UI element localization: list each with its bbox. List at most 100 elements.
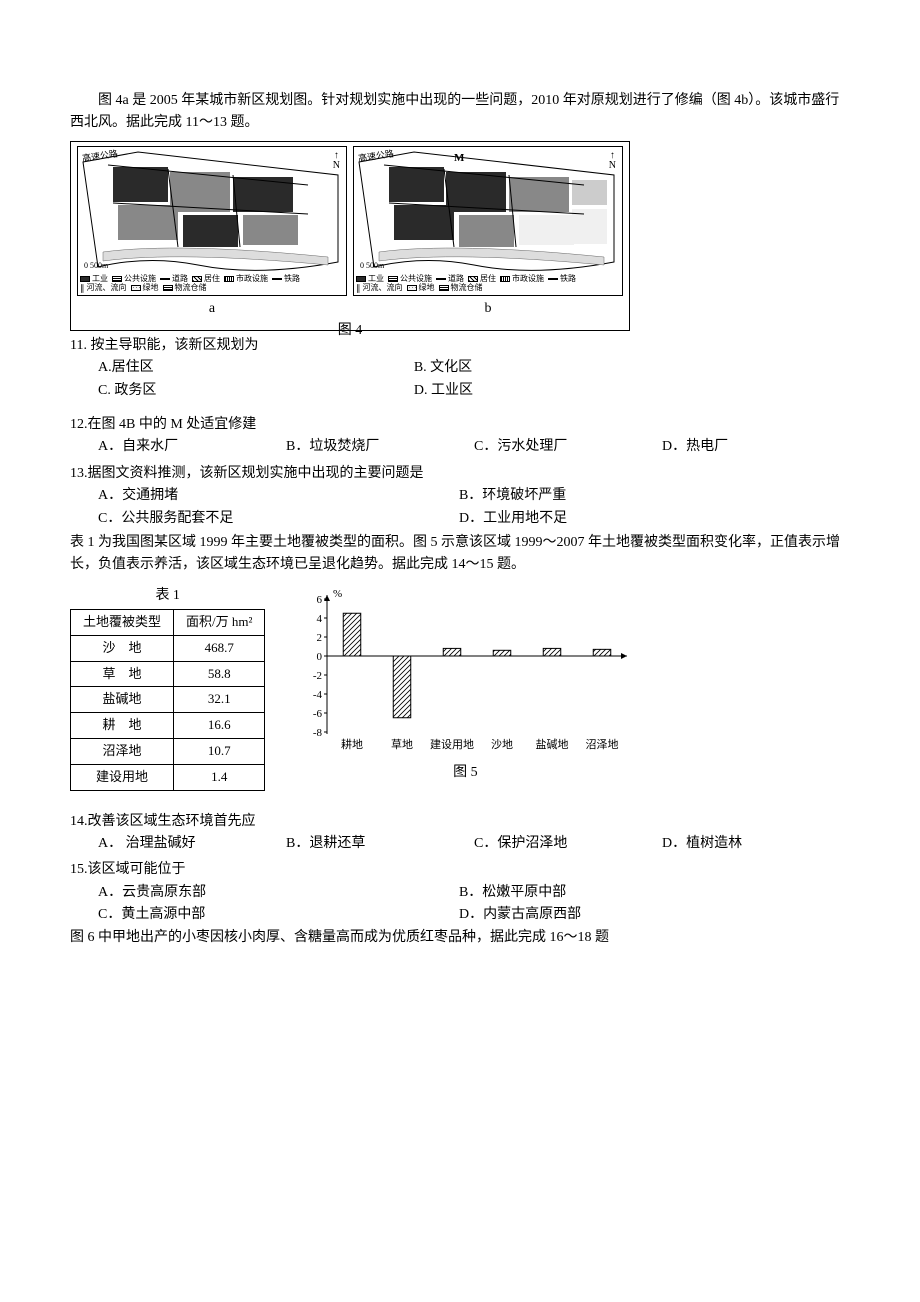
- table-row-area: 16.6: [174, 713, 265, 739]
- table-1-grid: 土地覆被类型 面积/万 hm² 沙 地468.7草 地58.8盐碱地32.1耕 …: [70, 609, 265, 791]
- lg-river-b: 河流、流向: [363, 284, 403, 292]
- svg-text:M: M: [454, 152, 465, 164]
- table-row-type: 沼泽地: [71, 739, 174, 765]
- svg-text:%: %: [333, 588, 342, 600]
- north-label-b: N: [609, 160, 616, 171]
- svg-text:草地: 草地: [391, 738, 413, 751]
- q13-A: A．交通拥堵: [98, 485, 459, 507]
- q14-B: B．退耕还草: [286, 833, 474, 855]
- figure-4-map-a: ↑N 0 500m 高速公路 工业 公共设施 道路 居住 市政设施 铁路 ∥河流…: [77, 146, 347, 296]
- table-row-type: 沙 地: [71, 635, 174, 661]
- lg-res: 居住: [204, 275, 220, 283]
- svg-text:沼泽地: 沼泽地: [586, 737, 619, 751]
- q15-D: D．内蒙古高原西部: [459, 904, 820, 926]
- figure-5: % -8 -6 -4 -2 0 2 4 6 耕地 草地 建设用地 沙地 盐碱地 沼泽地 图 5: [295, 585, 635, 784]
- lg-muni-b: 市政设施: [512, 275, 544, 283]
- lg-log-b: 物流仓储: [451, 284, 483, 292]
- lg-rail: 铁路: [284, 275, 300, 283]
- q12-opts: A．自来水厂 B．垃圾焚烧厂 C．污水处理厂 D．热电厂: [98, 436, 850, 458]
- lg-industry: 工业: [92, 275, 108, 283]
- q11-D: D. 工业区: [414, 380, 730, 402]
- lg-res-b: 居住: [480, 275, 496, 283]
- q13-opts: A．交通拥堵 B．环境破坏严重 C．公共服务配套不足 D．工业用地不足: [98, 485, 850, 530]
- lg-rail-b: 铁路: [560, 275, 576, 283]
- svg-text:-4: -4: [313, 689, 323, 701]
- table-row-area: 58.8: [174, 661, 265, 687]
- q11-B: B. 文化区: [414, 357, 730, 379]
- lg-public-b: 公共设施: [400, 275, 432, 283]
- q15-B: B．松嫩平原中部: [459, 882, 820, 904]
- legend-b: 工业 公共设施 道路 居住 市政设施 铁路 ∥河流、流向 绿地 物流仓储: [356, 275, 620, 293]
- table-fig5-row: 表 1 土地覆被类型 面积/万 hm² 沙 地468.7草 地58.8盐碱地32…: [70, 585, 850, 791]
- q11-A: A.居住区: [98, 357, 414, 379]
- svg-text:-8: -8: [313, 727, 323, 739]
- figure-4-maps: ↑N 0 500m 高速公路 工业 公共设施 道路 居住 市政设施 铁路 ∥河流…: [77, 146, 623, 320]
- scale-a: 0 500m: [84, 260, 108, 273]
- lg-river: 河流、流向: [87, 284, 127, 292]
- table-1: 表 1 土地覆被类型 面积/万 hm² 沙 地468.7草 地58.8盐碱地32…: [70, 585, 265, 791]
- q15-C: C．黄土高源中部: [98, 904, 459, 926]
- figure-4-map-cell-a: ↑N 0 500m 高速公路 工业 公共设施 道路 居住 市政设施 铁路 ∥河流…: [77, 146, 347, 320]
- svg-text:4: 4: [317, 613, 323, 625]
- svg-text:盐碱地: 盐碱地: [536, 738, 569, 751]
- q12-D: D．热电厂: [662, 436, 850, 458]
- svg-text:-2: -2: [313, 670, 322, 682]
- figure-4b-label: b: [353, 298, 623, 320]
- q12-C: C．污水处理厂: [474, 436, 662, 458]
- lg-public: 公共设施: [124, 275, 156, 283]
- figure-4-map-cell-b: M ↑N 0 500m 高速公路 工业 公共设施 道路 居住 市政设施 铁路 ∥…: [353, 146, 623, 320]
- q11-opts: A.居住区 B. 文化区 C. 政务区 D. 工业区: [98, 357, 850, 402]
- lg-road-b: 道路: [448, 275, 464, 283]
- table-row-area: 10.7: [174, 739, 265, 765]
- table-row-area: 32.1: [174, 687, 265, 713]
- q12-A: A．自来水厂: [98, 436, 286, 458]
- q13-C: C．公共服务配套不足: [98, 508, 459, 530]
- lg-industry-b: 工业: [368, 275, 384, 283]
- table-row-type: 耕 地: [71, 713, 174, 739]
- scale-b: 0 500m: [360, 260, 384, 273]
- north-label-a: N: [333, 160, 340, 171]
- q14-opts: A． 治理盐碱好 B．退耕还草 C．保护沼泽地 D．植树造林: [98, 833, 850, 855]
- figure-5-caption: 图 5: [295, 762, 635, 784]
- svg-text:0: 0: [317, 651, 323, 663]
- q14-stem: 14.改善该区域生态环境首先应: [70, 811, 850, 833]
- lg-green-b: 绿地: [419, 284, 435, 292]
- table-row-type: 建设用地: [71, 764, 174, 790]
- figure-5-svg: % -8 -6 -4 -2 0 2 4 6 耕地 草地 建设用地 沙地 盐碱地 沼泽地: [295, 585, 635, 760]
- intro-1: 图 4a 是 2005 年某城市新区规划图。针对规划实施中出现的一些问题，201…: [70, 90, 850, 135]
- q11-C: C. 政务区: [98, 380, 414, 402]
- north-arrow-b: ↑N: [609, 151, 616, 171]
- lg-road: 道路: [172, 275, 188, 283]
- intro-3: 图 6 中甲地出产的小枣因核小肉厚、含糖量高而成为优质红枣品种，据此完成 16～…: [70, 927, 850, 949]
- q12-stem: 12.在图 4B 中的 M 处适宜修建: [70, 414, 850, 436]
- figure-4a-label: a: [77, 298, 347, 320]
- north-arrow-a: ↑N: [333, 151, 340, 171]
- lg-log: 物流仓储: [175, 284, 207, 292]
- table-row-area: 1.4: [174, 764, 265, 790]
- table-1-title: 表 1: [70, 585, 265, 607]
- q13-B: B．环境破坏严重: [459, 485, 820, 507]
- lg-muni: 市政设施: [236, 275, 268, 283]
- svg-text:2: 2: [317, 632, 323, 644]
- svg-text:耕地: 耕地: [341, 737, 363, 751]
- table-row-type: 草 地: [71, 661, 174, 687]
- q15-stem: 15.该区域可能位于: [70, 859, 850, 881]
- figure-4-map-b: M ↑N 0 500m 高速公路 工业 公共设施 道路 居住 市政设施 铁路 ∥…: [353, 146, 623, 296]
- svg-text:-6: -6: [313, 708, 323, 720]
- table-row-type: 盐碱地: [71, 687, 174, 713]
- figure-4: ↑N 0 500m 高速公路 工业 公共设施 道路 居住 市政设施 铁路 ∥河流…: [70, 141, 630, 331]
- lg-green: 绿地: [143, 284, 159, 292]
- svg-text:6: 6: [317, 594, 323, 606]
- intro-2: 表 1 为我国图某区域 1999 年主要土地覆被类型的面积。图 5 示意该区域 …: [70, 532, 850, 577]
- table-row-area: 468.7: [174, 635, 265, 661]
- q13-D: D．工业用地不足: [459, 508, 820, 530]
- q13-stem: 13.据图文资料推测，该新区规划实施中出现的主要问题是: [70, 463, 850, 485]
- legend-a: 工业 公共设施 道路 居住 市政设施 铁路 ∥河流、流向 绿地 物流仓储: [80, 275, 344, 293]
- q14-D: D．植树造林: [662, 833, 850, 855]
- q14-A: A． 治理盐碱好: [98, 833, 286, 855]
- svg-text:建设用地: 建设用地: [430, 737, 474, 751]
- table-1-head-area: 面积/万 hm²: [174, 610, 265, 636]
- svg-text:沙地: 沙地: [491, 738, 513, 751]
- table-1-head-type: 土地覆被类型: [71, 610, 174, 636]
- q15-opts: A．云贵高原东部 B．松嫩平原中部 C．黄土高源中部 D．内蒙古高原西部: [98, 882, 850, 927]
